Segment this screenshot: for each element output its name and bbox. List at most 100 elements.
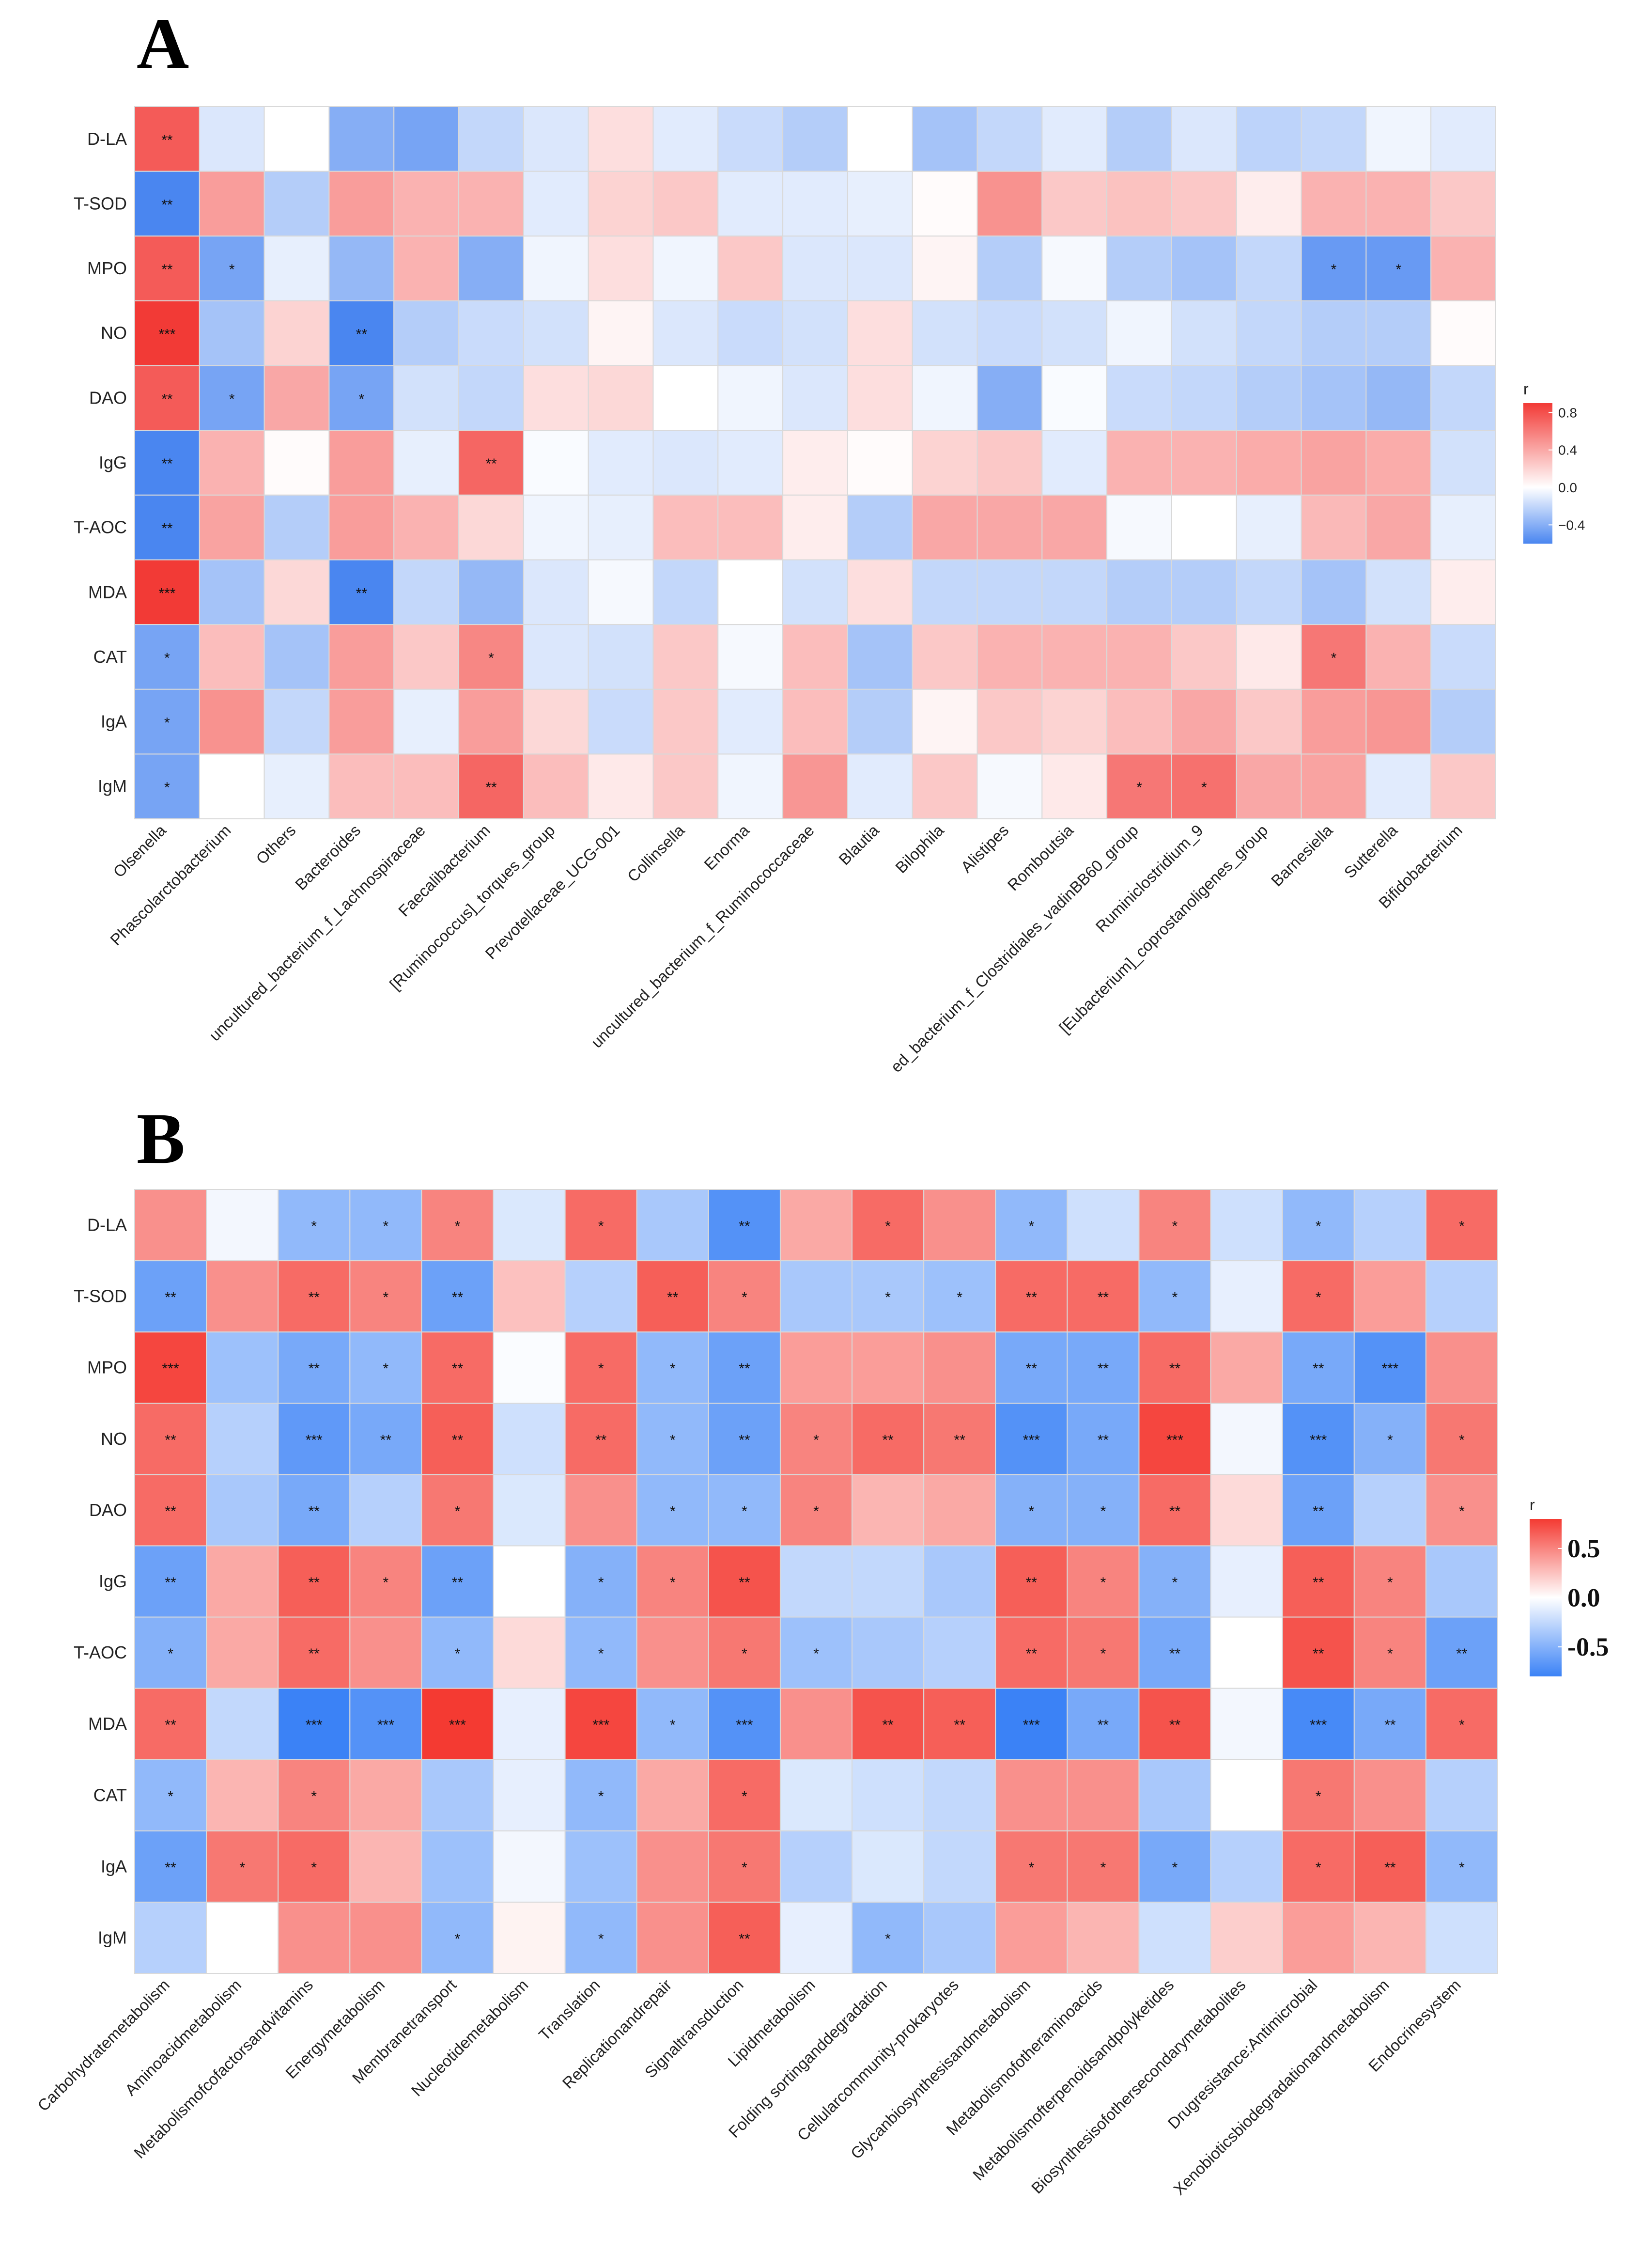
- significance-mark: **: [309, 1646, 320, 1662]
- heatmap-cell: [421, 1759, 494, 1831]
- heatmap-cell: [923, 1260, 996, 1333]
- heatmap-cell: [1236, 235, 1302, 301]
- heatmap-cell: [206, 1331, 279, 1404]
- heatmap-cell: [1236, 365, 1302, 431]
- significance-mark: **: [1026, 1575, 1038, 1591]
- heatmap-cell: [1301, 430, 1367, 496]
- significance-mark: **: [1026, 1290, 1038, 1306]
- heatmap-cell: [1236, 559, 1302, 626]
- significance-mark: **: [452, 1290, 464, 1306]
- significance-mark: **: [954, 1432, 966, 1448]
- heatmap-cell: [717, 365, 784, 431]
- significance-mark: ***: [306, 1432, 323, 1448]
- significance-mark: **: [1169, 1646, 1181, 1662]
- significance-mark: *: [1459, 1219, 1465, 1235]
- heatmap-cell: [1236, 688, 1302, 755]
- heatmap-cell: [708, 1189, 781, 1262]
- heatmap-cell: [278, 1901, 351, 1974]
- heatmap-cell: [1365, 688, 1432, 755]
- heatmap-cell: [493, 1189, 566, 1262]
- heatmap-cell: [493, 1830, 566, 1903]
- significance-mark: **: [161, 262, 173, 278]
- heatmap-cell: [1041, 624, 1108, 690]
- heatmap-cell: [852, 1189, 925, 1262]
- heatmap-cell: [588, 688, 654, 755]
- heatmap-cell: [1106, 430, 1172, 496]
- heatmap-cell: [912, 430, 978, 496]
- significance-mark: *: [1459, 1717, 1465, 1733]
- column-label: Sutterella: [1340, 821, 1401, 881]
- heatmap-cell: [1353, 1688, 1426, 1760]
- heatmap-cell: [134, 688, 200, 755]
- significance-mark: **: [165, 1860, 176, 1876]
- column-label: Enorma: [700, 821, 753, 873]
- heatmap-cell: [847, 624, 913, 690]
- column-label: Others: [252, 821, 299, 868]
- heatmap-cell: [1282, 1759, 1355, 1831]
- heatmap-cell: [708, 1759, 781, 1831]
- heatmap-cell: [847, 494, 913, 561]
- row-label: IgG: [99, 453, 127, 472]
- heatmap-cell: [199, 171, 265, 237]
- heatmap-cell: [779, 1759, 853, 1831]
- column-label: Blautia: [835, 821, 883, 868]
- heatmap-cell: [349, 1474, 422, 1547]
- significance-mark: *: [1316, 1219, 1321, 1235]
- heatmap-cell: [1138, 1688, 1211, 1760]
- heatmap-cell: [1041, 430, 1108, 496]
- heatmap-cell: [1236, 430, 1302, 496]
- heatmap-cell: [717, 688, 784, 755]
- heatmap-cell: [782, 365, 848, 431]
- heatmap-cell: [923, 1331, 996, 1404]
- heatmap-cell: [852, 1759, 925, 1831]
- heatmap-cell: [523, 235, 589, 301]
- significance-mark: ***: [306, 1717, 323, 1733]
- heatmap-cell: [206, 1403, 279, 1475]
- significance-mark: **: [356, 585, 368, 601]
- heatmap-cell: [717, 624, 784, 690]
- heatmap-cell: [779, 1616, 853, 1689]
- heatmap-cell: [134, 1688, 207, 1760]
- significance-mark: *: [1201, 780, 1207, 796]
- heatmap-cell: [328, 171, 395, 237]
- significance-mark: *: [1395, 262, 1401, 278]
- heatmap-cell: [847, 559, 913, 626]
- heatmap-cell: [995, 1830, 1068, 1903]
- heatmap-cell: [393, 235, 460, 301]
- heatmap-cell: [636, 1545, 709, 1618]
- heatmap-cell: [1365, 430, 1432, 496]
- significance-mark: *: [455, 1503, 461, 1519]
- heatmap-cell: [1353, 1759, 1426, 1831]
- significance-mark: *: [598, 1646, 604, 1662]
- column-label: Translation: [535, 1976, 604, 2044]
- heatmap-cell: [328, 300, 395, 366]
- heatmap-cell: [923, 1189, 996, 1262]
- significance-mark: *: [598, 1361, 604, 1377]
- row-label: IgM: [98, 1927, 127, 1947]
- heatmap-cell: [199, 559, 265, 626]
- heatmap-panel-b: D-LA * * * * ** * * * * *T-SOD ** ** * ** ** * * * ** ** * *MP…: [34, 1189, 1609, 2198]
- significance-mark: *: [1172, 1290, 1178, 1306]
- heatmap-cell: [779, 1830, 853, 1903]
- significance-mark: *: [358, 391, 364, 407]
- heatmap-cell: [652, 624, 719, 690]
- significance-mark: ***: [1310, 1432, 1327, 1448]
- significance-mark: *: [1459, 1432, 1465, 1448]
- row-label: NO: [101, 1429, 127, 1449]
- heatmap-cell: [1067, 1189, 1140, 1262]
- heatmap-cell: [493, 1545, 566, 1618]
- heatmap-cell: [852, 1331, 925, 1404]
- heatmap-cell: [1171, 235, 1237, 301]
- heatmap-cell: [588, 494, 654, 561]
- heatmap-cell: [782, 430, 848, 496]
- row-label: D-LA: [87, 129, 127, 149]
- heatmap-cell: [1282, 1616, 1355, 1689]
- heatmap-cell: [1282, 1688, 1355, 1760]
- heatmap-cell: [1171, 688, 1237, 755]
- significance-mark: **: [882, 1432, 894, 1448]
- significance-mark: *: [1459, 1503, 1465, 1519]
- heatmap-cell: [1430, 430, 1496, 496]
- heatmap-cell: [134, 1260, 207, 1333]
- heatmap-cell: [1067, 1688, 1140, 1760]
- significance-mark: *: [813, 1503, 819, 1519]
